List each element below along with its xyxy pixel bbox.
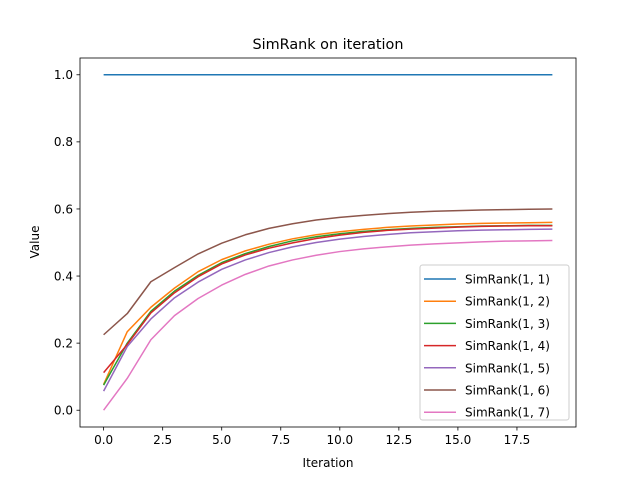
axes-frame bbox=[79, 57, 577, 428]
y-tick-label: 0.6 bbox=[54, 202, 73, 216]
legend-label-6: SimRank(1, 6) bbox=[465, 384, 550, 398]
series-line-2 bbox=[102, 221, 553, 385]
series-line-7 bbox=[103, 239, 553, 411]
y-tick-label: 0.2 bbox=[54, 336, 73, 350]
legend-label-1: SimRank(1, 1) bbox=[465, 273, 550, 287]
plot-area: 0.0 2.5 5.0 7.5 10.0 12.5 15.0 17.5 0.0 0.2 0.4 0.6… bbox=[54, 57, 577, 447]
series-line-5 bbox=[102, 228, 553, 392]
x-tick-label: 10.0 bbox=[326, 433, 353, 447]
x-tick-label: 17.5 bbox=[504, 433, 531, 447]
x-tick-label: 0.0 bbox=[94, 433, 113, 447]
legend: SimRank(1, 1) SimRank(1, 2) SimRank(1, 3) S… bbox=[419, 264, 570, 421]
y-tick-label: 1.0 bbox=[54, 68, 73, 82]
x-tick-label: 7.5 bbox=[271, 433, 290, 447]
y-tick-label: 0.0 bbox=[54, 404, 73, 418]
x-tick-label: 15.0 bbox=[445, 433, 472, 447]
legend-label-3: SimRank(1, 3) bbox=[465, 317, 550, 331]
x-axis-label: Iteration bbox=[303, 456, 354, 470]
y-tick-label: 0.8 bbox=[54, 135, 73, 149]
legend-label-7: SimRank(1, 7) bbox=[465, 406, 550, 420]
legend-box bbox=[419, 264, 570, 421]
series-line-4 bbox=[103, 224, 553, 374]
x-tick-label: 12.5 bbox=[385, 433, 412, 447]
legend-label-5: SimRank(1, 5) bbox=[465, 361, 550, 375]
legend-label-4: SimRank(1, 4) bbox=[465, 339, 550, 353]
y-axis-label: Value bbox=[28, 226, 42, 259]
x-tick-label: 2.5 bbox=[153, 433, 172, 447]
legend-label-2: SimRank(1, 2) bbox=[465, 295, 550, 309]
series-line-6 bbox=[103, 208, 553, 336]
y-tick-label: 0.4 bbox=[54, 269, 73, 283]
x-tick-label: 5.0 bbox=[212, 433, 231, 447]
chart-title: SimRank on iteration bbox=[253, 37, 404, 53]
